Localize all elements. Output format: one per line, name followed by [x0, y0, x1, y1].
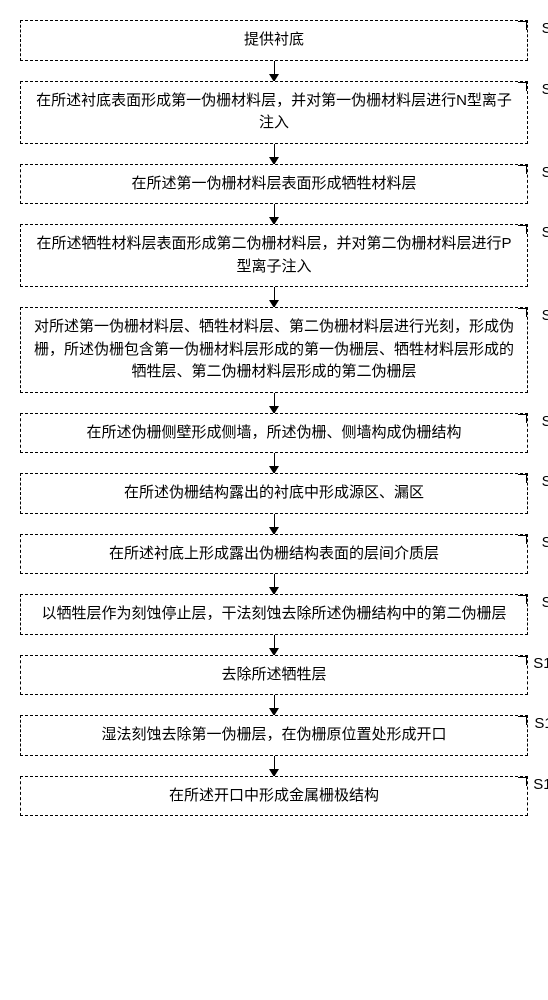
step-text: 在所述衬底表面形成第一伪栅材料层，并对第一伪栅材料层进行N型离子注入 [36, 92, 512, 132]
step-box: 在所述衬底表面形成第一伪栅材料层，并对第一伪栅材料层进行N型离子注入 [20, 81, 528, 144]
label-connector-line [518, 716, 527, 725]
step-box: 在所述衬底上形成露出伪栅结构表面的层间介质层 [20, 534, 528, 575]
step-box: 以牺牲层作为刻蚀停止层，干法刻蚀去除所述伪栅结构中的第二伪栅层 [20, 594, 528, 635]
flowchart-step: 湿法刻蚀去除第一伪栅层，在伪栅原位置处形成开口S11 [20, 715, 528, 756]
arrow-connector [274, 756, 275, 776]
step-label: S8 [542, 534, 548, 551]
arrow-connector [274, 514, 275, 534]
flowchart-step: 以牺牲层作为刻蚀停止层，干法刻蚀去除所述伪栅结构中的第二伪栅层S9 [20, 594, 528, 635]
step-label: S11 [534, 715, 548, 732]
step-label: S12 [533, 776, 548, 793]
step-text: 在所述衬底上形成露出伪栅结构表面的层间介质层 [109, 545, 439, 562]
flowchart-container: 提供衬底S1 在所述衬底表面形成第一伪栅材料层，并对第一伪栅材料层进行N型离子注入… [20, 20, 528, 816]
step-label: S3 [542, 164, 548, 181]
arrow-connector [274, 574, 275, 594]
arrow-connector [274, 635, 275, 655]
label-connector-line [518, 165, 527, 174]
arrow-connector [274, 61, 275, 81]
step-box: 在所述伪栅侧壁形成侧墙，所述伪栅、侧墙构成伪栅结构 [20, 413, 528, 454]
step-label: S10 [533, 655, 548, 672]
flowchart-step: 在所述第一伪栅材料层表面形成牺牲材料层S3 [20, 164, 528, 205]
step-box: 在所述伪栅结构露出的衬底中形成源区、漏区 [20, 473, 528, 514]
step-label: S2 [542, 81, 548, 98]
arrow-connector [274, 695, 275, 715]
label-connector-line [518, 535, 527, 544]
label-connector-line [518, 308, 527, 317]
flowchart-step: 提供衬底S1 [20, 20, 528, 61]
arrow-connector [274, 204, 275, 224]
step-box: 对所述第一伪栅材料层、牺牲材料层、第二伪栅材料层进行光刻，形成伪栅，所述伪栅包含… [20, 307, 528, 393]
flowchart-step: 在所述伪栅结构露出的衬底中形成源区、漏区S7 [20, 473, 528, 514]
step-text: 在所述伪栅侧壁形成侧墙，所述伪栅、侧墙构成伪栅结构 [86, 424, 461, 441]
arrow-connector [274, 393, 275, 413]
label-connector-line [518, 82, 527, 91]
label-connector-line [518, 656, 527, 665]
step-text: 在所述第一伪栅材料层表面形成牺牲材料层 [131, 175, 416, 192]
flowchart-step: 对所述第一伪栅材料层、牺牲材料层、第二伪栅材料层进行光刻，形成伪栅，所述伪栅包含… [20, 307, 528, 393]
step-box: 湿法刻蚀去除第一伪栅层，在伪栅原位置处形成开口 [20, 715, 528, 756]
step-label: S9 [542, 594, 548, 611]
step-box: 去除所述牺牲层 [20, 655, 528, 696]
label-connector-line [518, 777, 527, 786]
flowchart-step: 在所述开口中形成金属栅极结构S12 [20, 776, 528, 817]
step-text: 在所述伪栅结构露出的衬底中形成源区、漏区 [124, 484, 424, 501]
step-label: S4 [542, 224, 548, 241]
step-label: S1 [542, 20, 548, 37]
step-box: 在所述开口中形成金属栅极结构 [20, 776, 528, 817]
arrow-connector [274, 144, 275, 164]
step-label: S5 [542, 307, 548, 324]
flowchart-step: 去除所述牺牲层S10 [20, 655, 528, 696]
step-label: S6 [542, 413, 548, 430]
flowchart-step: 在所述牺牲材料层表面形成第二伪栅材料层，并对第二伪栅材料层进行P型离子注入S4 [20, 224, 528, 287]
arrow-connector [274, 287, 275, 307]
step-text: 湿法刻蚀去除第一伪栅层，在伪栅原位置处形成开口 [101, 726, 446, 743]
step-text: 以牺牲层作为刻蚀停止层，干法刻蚀去除所述伪栅结构中的第二伪栅层 [41, 605, 506, 622]
step-text: 对所述第一伪栅材料层、牺牲材料层、第二伪栅材料层进行光刻，形成伪栅，所述伪栅包含… [34, 318, 514, 380]
step-text: 在所述牺牲材料层表面形成第二伪栅材料层，并对第二伪栅材料层进行P型离子注入 [36, 235, 511, 275]
label-connector-line [518, 21, 527, 30]
step-text: 去除所述牺牲层 [221, 666, 326, 683]
flowchart-step: 在所述伪栅侧壁形成侧墙，所述伪栅、侧墙构成伪栅结构S6 [20, 413, 528, 454]
step-box: 提供衬底 [20, 20, 528, 61]
step-text: 提供衬底 [244, 31, 304, 48]
label-connector-line [518, 474, 527, 483]
label-connector-line [518, 414, 527, 423]
step-box: 在所述牺牲材料层表面形成第二伪栅材料层，并对第二伪栅材料层进行P型离子注入 [20, 224, 528, 287]
step-text: 在所述开口中形成金属栅极结构 [169, 787, 379, 804]
arrow-connector [274, 453, 275, 473]
label-connector-line [518, 595, 527, 604]
step-label: S7 [542, 473, 548, 490]
step-box: 在所述第一伪栅材料层表面形成牺牲材料层 [20, 164, 528, 205]
flowchart-step: 在所述衬底表面形成第一伪栅材料层，并对第一伪栅材料层进行N型离子注入S2 [20, 81, 528, 144]
flowchart-step: 在所述衬底上形成露出伪栅结构表面的层间介质层S8 [20, 534, 528, 575]
label-connector-line [518, 225, 527, 234]
